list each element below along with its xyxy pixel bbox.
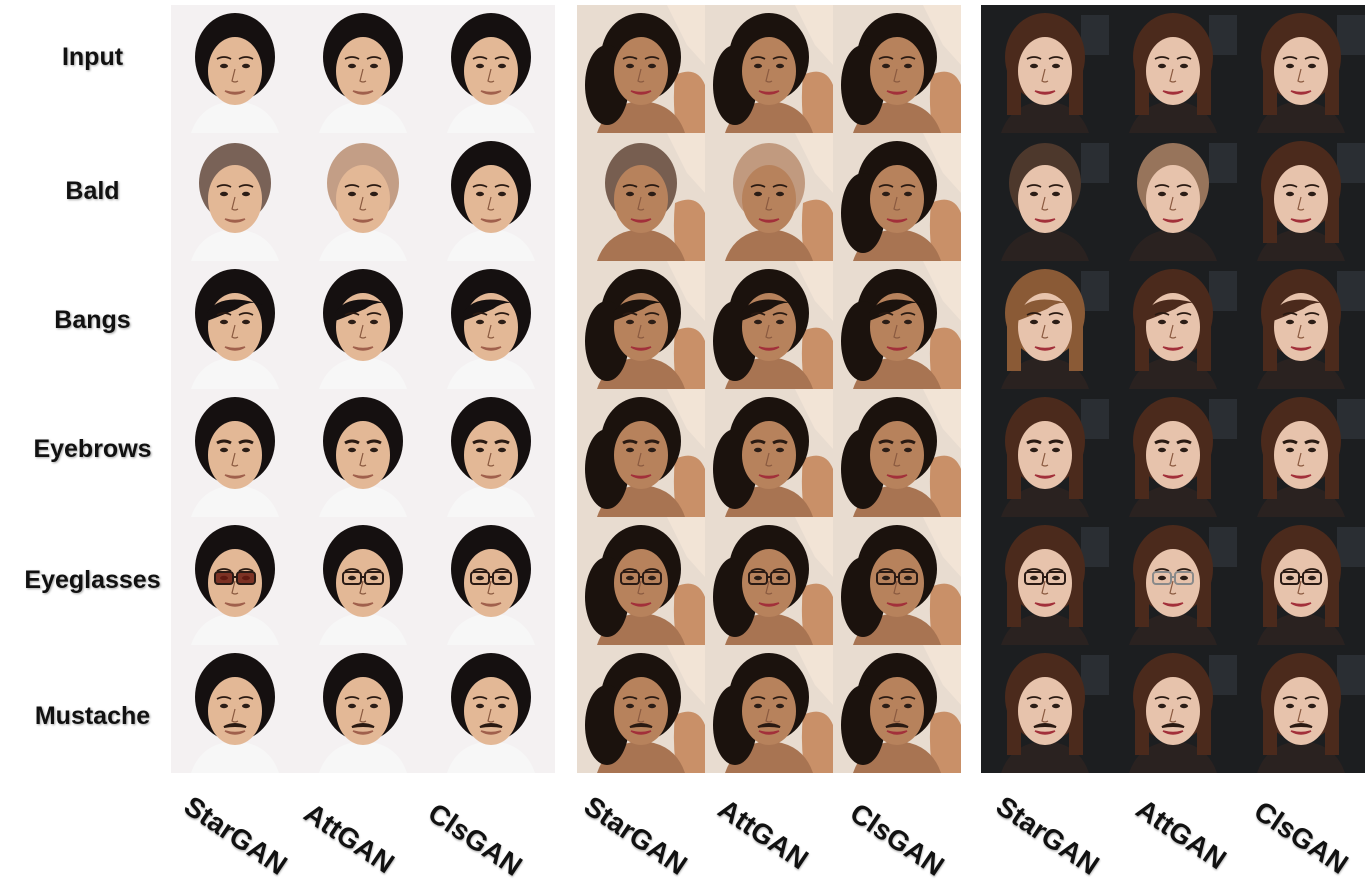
face-image-woman-auburn-hair-dark-background-eyeglasses-clsgan xyxy=(1237,517,1365,645)
face-image-woman-auburn-hair-dark-background-eyebrows-clsgan xyxy=(1237,389,1365,517)
col-label-g3-attgan: AttGAN xyxy=(1130,793,1232,876)
face-image-woman-curly-hair-light-background-bald-stargan xyxy=(577,133,705,261)
face-image-man-dark-hair-light-background-bangs-clsgan xyxy=(427,261,555,389)
face-image-woman-curly-hair-light-background-input-stargan xyxy=(577,5,705,133)
face-image-woman-curly-hair-light-background-bangs-clsgan xyxy=(833,261,961,389)
face-image-woman-auburn-hair-dark-background-input-attgan xyxy=(1109,5,1237,133)
row-label-mustache: Mustache xyxy=(34,702,151,730)
row-label-eyebrows: Eyebrows xyxy=(33,435,152,463)
face-image-woman-auburn-hair-dark-background-eyebrows-attgan xyxy=(1109,389,1237,517)
face-image-man-dark-hair-light-background-bald-stargan xyxy=(171,133,299,261)
col-label-g1-stargan: StarGAN xyxy=(178,790,293,881)
face-image-woman-curly-hair-light-background-eyeglasses-clsgan xyxy=(833,517,961,645)
face-image-woman-auburn-hair-dark-background-bald-stargan xyxy=(981,133,1109,261)
face-image-woman-curly-hair-light-background-eyebrows-stargan xyxy=(577,389,705,517)
col-label-g1-attgan: AttGAN xyxy=(298,797,400,880)
face-image-woman-auburn-hair-dark-background-bald-attgan xyxy=(1109,133,1237,261)
face-image-woman-curly-hair-light-background-mustache-clsgan xyxy=(833,645,961,773)
col-label-g3-clsgan: ClsGAN xyxy=(1248,795,1354,880)
row-label-input: Input xyxy=(61,43,124,71)
col-label-g2-attgan: AttGAN xyxy=(712,793,814,876)
face-image-woman-auburn-hair-dark-background-bangs-attgan xyxy=(1109,261,1237,389)
face-image-woman-auburn-hair-dark-background-mustache-stargan xyxy=(981,645,1109,773)
face-image-woman-auburn-hair-dark-background-bangs-stargan xyxy=(981,261,1109,389)
col-label-g1-clsgan: ClsGAN xyxy=(422,797,528,882)
face-image-man-dark-hair-light-background-eyeglasses-clsgan xyxy=(427,517,555,645)
face-image-man-dark-hair-light-background-eyeglasses-stargan xyxy=(171,517,299,645)
face-image-woman-auburn-hair-dark-background-input-stargan xyxy=(981,5,1109,133)
row-label-bangs: Bangs xyxy=(54,306,131,334)
face-image-man-dark-hair-light-background-bald-clsgan xyxy=(427,133,555,261)
face-image-man-dark-hair-light-background-eyebrows-clsgan xyxy=(427,389,555,517)
face-image-woman-auburn-hair-dark-background-eyeglasses-attgan xyxy=(1109,517,1237,645)
face-image-man-dark-hair-light-background-bangs-attgan xyxy=(299,261,427,389)
face-image-woman-curly-hair-light-background-mustache-attgan xyxy=(705,645,833,773)
face-image-woman-auburn-hair-dark-background-mustache-clsgan xyxy=(1237,645,1365,773)
face-image-woman-curly-hair-light-background-eyebrows-clsgan xyxy=(833,389,961,517)
face-image-woman-curly-hair-light-background-eyeglasses-stargan xyxy=(577,517,705,645)
face-image-man-dark-hair-light-background-eyebrows-stargan xyxy=(171,389,299,517)
col-label-g2-stargan: StarGAN xyxy=(578,790,693,881)
face-image-man-dark-hair-light-background-input-clsgan xyxy=(427,5,555,133)
face-image-man-dark-hair-light-background-eyeglasses-attgan xyxy=(299,517,427,645)
row-label-eyeglasses: Eyeglasses xyxy=(24,566,161,594)
face-image-woman-curly-hair-light-background-eyebrows-attgan xyxy=(705,389,833,517)
face-image-woman-auburn-hair-dark-background-bangs-clsgan xyxy=(1237,261,1365,389)
face-image-man-dark-hair-light-background-mustache-clsgan xyxy=(427,645,555,773)
row-label-bald: Bald xyxy=(65,177,120,205)
face-image-woman-curly-hair-light-background-mustache-stargan xyxy=(577,645,705,773)
face-image-man-dark-hair-light-background-bangs-stargan xyxy=(171,261,299,389)
face-image-man-dark-hair-light-background-mustache-attgan xyxy=(299,645,427,773)
face-image-woman-auburn-hair-dark-background-input-clsgan xyxy=(1237,5,1365,133)
face-image-woman-curly-hair-light-background-bangs-stargan xyxy=(577,261,705,389)
face-image-woman-curly-hair-light-background-input-attgan xyxy=(705,5,833,133)
face-image-woman-curly-hair-light-background-eyeglasses-attgan xyxy=(705,517,833,645)
col-label-g3-stargan: StarGAN xyxy=(990,790,1105,881)
face-image-man-dark-hair-light-background-input-stargan xyxy=(171,5,299,133)
face-image-woman-curly-hair-light-background-bangs-attgan xyxy=(705,261,833,389)
col-label-g2-clsgan: ClsGAN xyxy=(844,797,950,882)
face-image-man-dark-hair-light-background-input-attgan xyxy=(299,5,427,133)
face-image-woman-curly-hair-light-background-input-clsgan xyxy=(833,5,961,133)
face-image-woman-curly-hair-light-background-bald-attgan xyxy=(705,133,833,261)
face-image-man-dark-hair-light-background-mustache-stargan xyxy=(171,645,299,773)
face-image-man-dark-hair-light-background-bald-attgan xyxy=(299,133,427,261)
face-image-woman-auburn-hair-dark-background-bald-clsgan xyxy=(1237,133,1365,261)
face-image-woman-curly-hair-light-background-bald-clsgan xyxy=(833,133,961,261)
face-image-woman-auburn-hair-dark-background-eyeglasses-stargan xyxy=(981,517,1109,645)
face-image-man-dark-hair-light-background-eyebrows-attgan xyxy=(299,389,427,517)
face-image-woman-auburn-hair-dark-background-eyebrows-stargan xyxy=(981,389,1109,517)
face-image-woman-auburn-hair-dark-background-mustache-attgan xyxy=(1109,645,1237,773)
